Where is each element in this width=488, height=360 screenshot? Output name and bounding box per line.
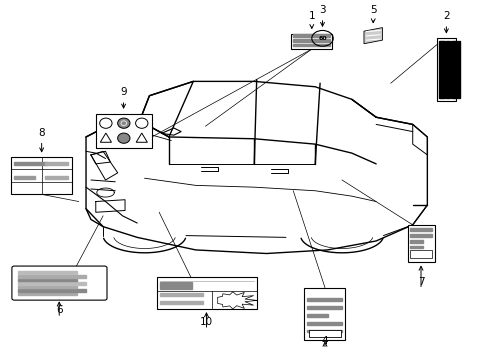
Text: 1: 1 xyxy=(308,11,314,21)
Bar xyxy=(454,41,455,98)
Text: 9: 9 xyxy=(120,87,126,97)
Ellipse shape xyxy=(118,133,130,143)
Polygon shape xyxy=(363,28,382,44)
Bar xyxy=(307,306,341,309)
Bar xyxy=(157,277,256,309)
Bar xyxy=(438,41,440,98)
Text: 4: 4 xyxy=(321,336,327,346)
Bar xyxy=(445,41,447,98)
Bar xyxy=(447,41,448,98)
Ellipse shape xyxy=(118,118,130,128)
Bar xyxy=(409,228,431,231)
Text: 8: 8 xyxy=(38,128,45,138)
Bar xyxy=(407,225,434,262)
Bar xyxy=(159,301,203,304)
Bar xyxy=(18,271,76,274)
Bar xyxy=(308,330,340,337)
Text: 2: 2 xyxy=(442,11,449,21)
Bar xyxy=(409,250,431,258)
Bar xyxy=(18,279,76,281)
Bar xyxy=(449,41,450,98)
Bar xyxy=(307,314,327,317)
Bar xyxy=(409,234,431,237)
Bar xyxy=(293,35,329,37)
Bar xyxy=(307,330,341,332)
Bar xyxy=(444,41,445,98)
Text: 10: 10 xyxy=(200,317,213,327)
Bar xyxy=(458,41,459,98)
Bar xyxy=(45,176,68,179)
Bar xyxy=(409,240,423,243)
Bar xyxy=(45,162,68,165)
Bar xyxy=(14,176,35,179)
Bar xyxy=(18,289,85,292)
Bar xyxy=(96,114,152,148)
Bar xyxy=(293,44,329,46)
Bar xyxy=(18,275,85,278)
Text: 5: 5 xyxy=(369,5,376,15)
Text: 6: 6 xyxy=(56,305,62,315)
Text: 60: 60 xyxy=(318,36,326,41)
Text: 3: 3 xyxy=(319,5,325,15)
Bar xyxy=(18,286,76,288)
Text: 7: 7 xyxy=(417,276,424,287)
Bar xyxy=(18,282,85,285)
Bar xyxy=(11,157,72,194)
Bar xyxy=(293,39,329,41)
Bar xyxy=(451,41,452,98)
FancyBboxPatch shape xyxy=(12,266,107,300)
Bar xyxy=(159,282,191,289)
Bar xyxy=(18,293,76,296)
Bar xyxy=(14,162,47,165)
Bar xyxy=(456,41,457,98)
Bar xyxy=(304,288,345,339)
Bar xyxy=(307,322,341,324)
Bar xyxy=(452,41,454,98)
Bar xyxy=(307,298,341,301)
Bar xyxy=(290,34,331,49)
Bar xyxy=(436,39,455,101)
Bar xyxy=(409,246,423,248)
Bar xyxy=(440,41,441,98)
Bar xyxy=(442,41,443,98)
Bar xyxy=(159,293,203,296)
